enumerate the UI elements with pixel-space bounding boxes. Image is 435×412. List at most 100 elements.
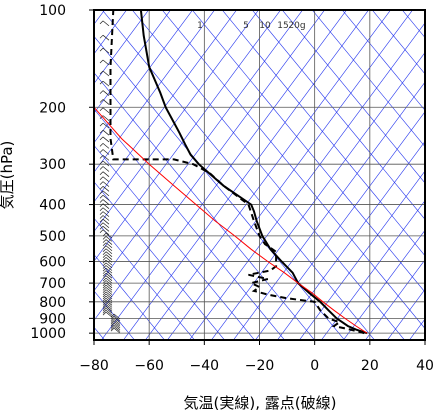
adiabat-line [299, 170, 425, 340]
wind-barb [102, 160, 110, 167]
y-tick-label: 100 [39, 3, 66, 19]
wind-barb [102, 90, 110, 96]
wind-barb [105, 302, 113, 308]
wind-barb [105, 311, 113, 318]
wind-barb [102, 195, 110, 201]
wind-barb [105, 248, 113, 255]
wind-barb-flag [110, 319, 115, 323]
wind-barb-flag [102, 280, 107, 284]
wind-barb [102, 166, 110, 172]
adiabat-line [233, 81, 425, 340]
wind-barb [113, 320, 121, 327]
wind-barb [102, 229, 110, 236]
wind-barb-flag [99, 181, 104, 185]
y-tick-label: 300 [39, 157, 66, 173]
wind-barb-flag [102, 254, 107, 258]
series-layer [94, 10, 368, 335]
y-tick-label: 1000 [30, 326, 66, 342]
wind-barb-flag [102, 302, 107, 306]
wind-barb [105, 309, 113, 316]
wind-barb-flag [102, 242, 107, 246]
wind-barb [105, 257, 113, 263]
wind-barb-flag [102, 297, 107, 302]
isotherm-line [311, 10, 425, 148]
wind-barb [105, 245, 113, 252]
x-tick-label: 20 [361, 358, 379, 374]
wind-barb-flag [102, 289, 107, 293]
adiabat-line [321, 200, 425, 340]
wind-barb-flag [110, 317, 115, 321]
wind-barb [102, 70, 110, 77]
wind-barb [102, 215, 110, 221]
wind-barb [105, 295, 113, 302]
wind-barb-flag [99, 207, 104, 211]
wind-barb [105, 293, 113, 300]
wind-barb-flag [102, 257, 107, 261]
wind-barb-flag [102, 309, 107, 314]
adiabat-line [101, 10, 347, 340]
y-tick-label: 600 [39, 254, 66, 270]
adiabat-line [123, 10, 369, 340]
wind-barb [105, 284, 113, 291]
adiabat-line [255, 111, 425, 340]
wind-barb-flag [102, 270, 107, 274]
adiabat-line [167, 10, 413, 340]
wind-barb-flag [99, 107, 104, 112]
adiabat-line [94, 10, 193, 144]
wind-barb-flag [99, 195, 104, 199]
wind-barb-flag [102, 293, 107, 298]
y-tick-label: 400 [39, 198, 66, 214]
mixing-ratio-label: 5 [243, 21, 249, 31]
wind-barb [102, 20, 110, 27]
series-line-露点 [109, 10, 365, 335]
wind-barb [105, 239, 113, 245]
wind-barb-flag [102, 304, 107, 308]
wind-barb [102, 222, 110, 229]
wind-barb [105, 267, 113, 274]
adiabat-line [387, 288, 425, 340]
wind-barb-flag [99, 59, 104, 64]
wind-barb-flag [102, 245, 107, 250]
adiabat-line [94, 10, 149, 84]
gridlines [94, 10, 425, 340]
wind-barb-flag [102, 282, 107, 287]
wind-barb-flag [99, 20, 104, 25]
wind-barb [105, 265, 113, 271]
wind-barb-flag [102, 277, 107, 282]
wind-barb-flag [110, 321, 115, 325]
y-tick-label: 900 [39, 311, 66, 327]
adiabat-line [189, 22, 425, 340]
y-tick-label: 500 [39, 229, 66, 245]
isotherm-line [281, 10, 425, 184]
wind-barb [113, 313, 121, 320]
wind-barb [105, 300, 113, 306]
wind-barb [113, 315, 121, 322]
wind-barb [105, 270, 113, 276]
adiabat-line [94, 10, 215, 173]
wind-barb-flag [99, 226, 104, 230]
wind-barb [102, 226, 110, 232]
wind-barb [102, 176, 110, 183]
wind-barb-flag [102, 287, 107, 291]
wind-barb-flag [102, 308, 107, 312]
wind-barb-flag [99, 160, 104, 165]
x-tick-label: 40 [416, 358, 434, 374]
y-tick-label: 700 [39, 276, 66, 292]
adiabat-line [94, 10, 281, 262]
wind-barb [102, 59, 110, 66]
adiabat-line [94, 10, 325, 321]
wind-barb [102, 107, 110, 114]
wind-barb [102, 34, 110, 41]
wind-barb [102, 143, 110, 149]
mixing-ratio-labels: 1 5 10 15 20g [197, 21, 305, 31]
wind-barbs [99, 20, 121, 334]
wind-barb [102, 181, 110, 187]
wind-barb-flag [99, 115, 104, 119]
wind-barb-flag [102, 265, 107, 269]
wind-barb-flag [102, 267, 107, 272]
wind-barb-flag [102, 291, 107, 296]
wind-barb [105, 289, 113, 295]
adiabat-line [277, 140, 425, 340]
wind-barb [102, 136, 110, 143]
wind-barb-flag [99, 155, 104, 159]
